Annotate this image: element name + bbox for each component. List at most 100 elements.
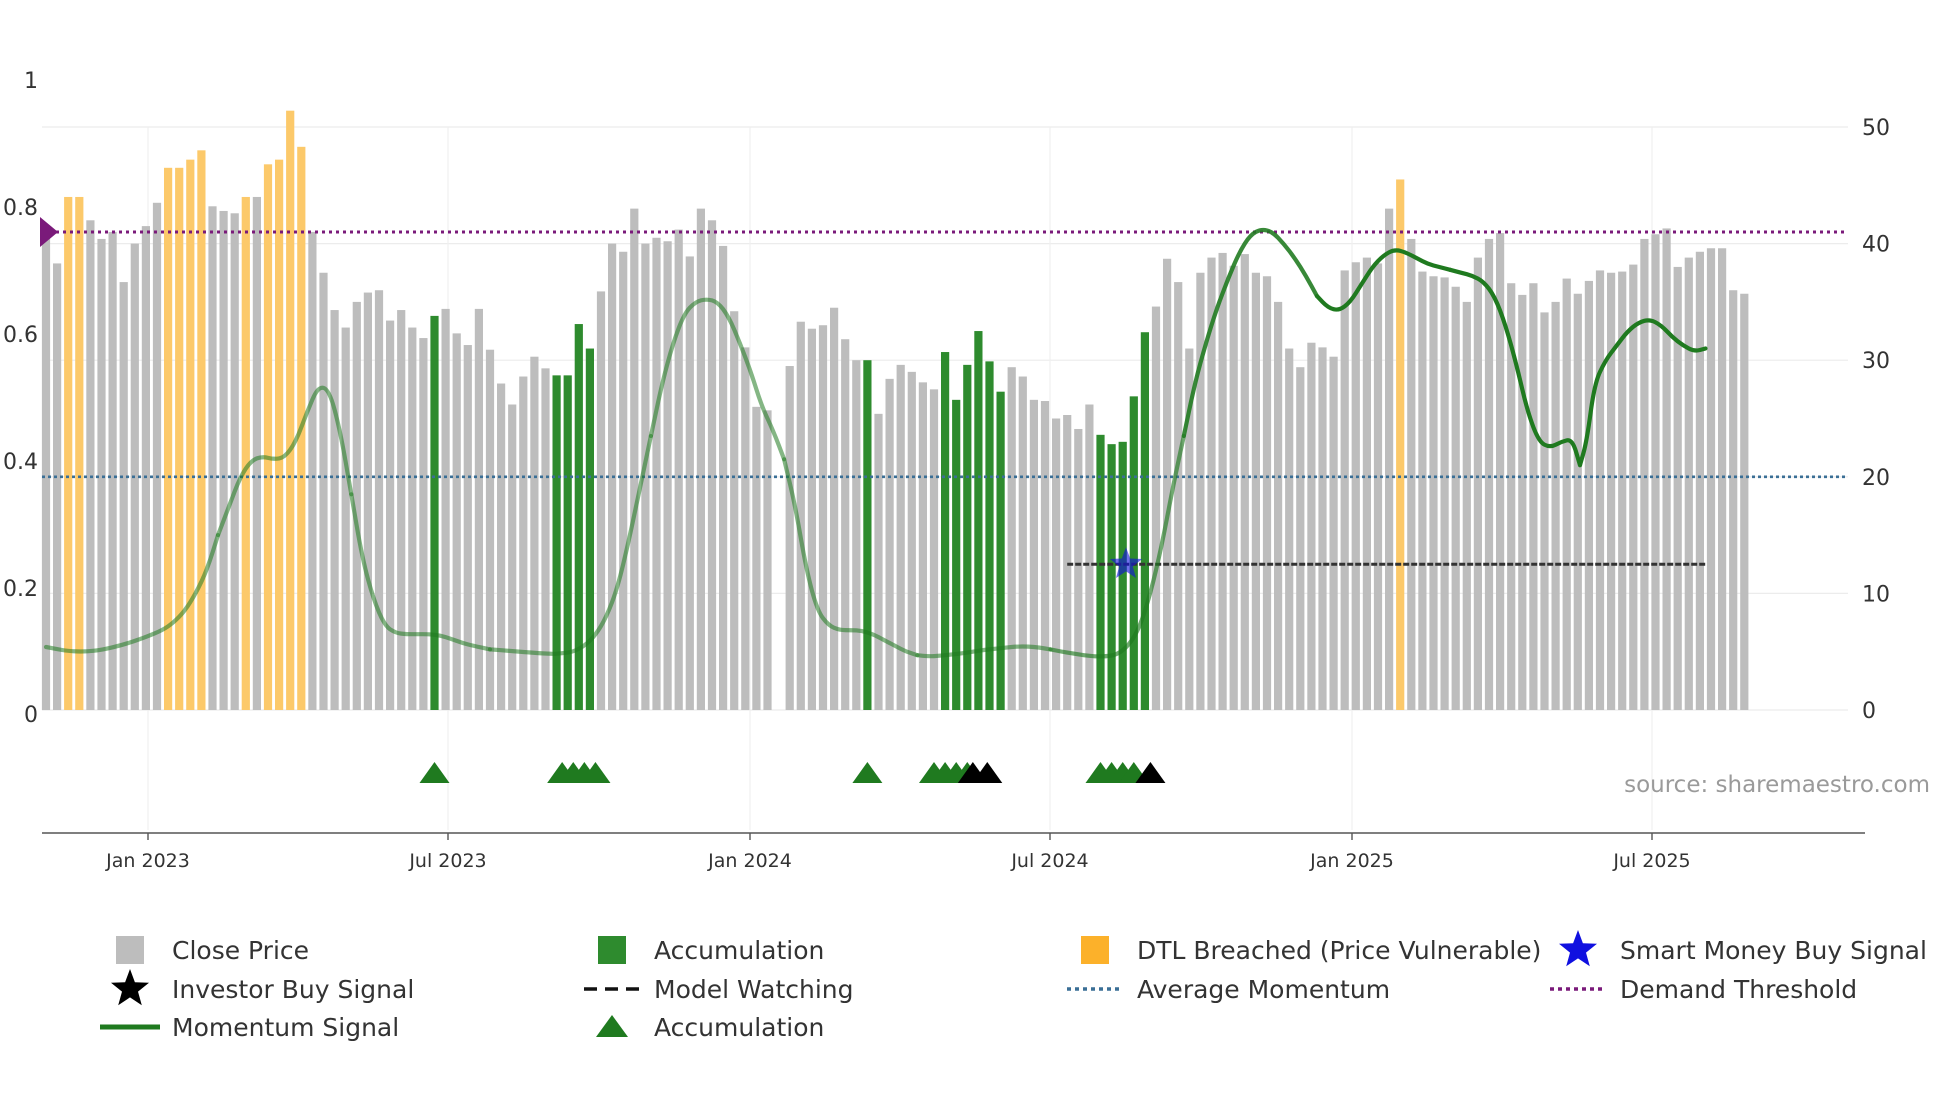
bar-close-price [1052,418,1061,710]
bar-close-price [1629,264,1638,710]
bar-close-price [1207,257,1216,710]
bar-close-price [1473,257,1482,710]
legend-triangle-icon [596,1015,628,1037]
bar-close-price [1185,348,1194,710]
bar-accumulation [996,391,1005,710]
bar-close-price [1607,272,1616,710]
legend-label: Accumulation [654,936,824,965]
bar-close-price [1174,282,1183,710]
bar-close-price [763,410,772,710]
bar-close-price [730,311,739,710]
legend-label: Momentum Signal [172,1013,399,1042]
bar-close-price [1540,312,1549,710]
bar-accumulation [952,399,961,710]
bar-close-price [1285,348,1294,710]
bar-close-price [252,196,261,710]
bar-close-price [1063,415,1072,710]
bar-close-price [1262,276,1272,710]
bar-close-price [1662,228,1671,710]
bar-close-price [1595,270,1605,710]
right-tick-label: 10 [1862,582,1890,607]
bar-close-price [1040,401,1050,710]
momentum-signal-line [349,492,493,652]
legend-label: Average Momentum [1137,975,1390,1004]
left-tick-label: 0 [24,703,38,728]
source-label: source: sharemaestro.com [1624,772,1930,798]
legend-item: Investor Buy Signal [111,969,414,1006]
bar-close-price [874,413,883,710]
bar-close-price [752,406,761,710]
investor-buy-triangle [972,762,1003,783]
bar-close-price [1029,399,1038,710]
bar-accumulation [1107,444,1116,710]
bar-close-price [1240,254,1249,710]
bar-close-price [452,333,461,710]
x-tick-label: Jul 2024 [1010,850,1088,872]
bar-close-price [386,320,395,710]
signal-markers [40,216,1166,783]
left-tick-label: 0.8 [3,196,38,221]
bar-dtl-breached-price-vulnerable [64,196,73,710]
momentum-signal-line [782,457,920,658]
bar-close-price [1074,428,1083,710]
momentum-signal-line [1577,318,1708,468]
bar-close-price [830,307,839,710]
bar-close-price [1163,258,1172,710]
bar-accumulation [1096,434,1105,710]
bar-close-price [363,292,372,710]
bar-close-price [1484,238,1494,710]
bar-close-price [86,220,95,710]
bar-close-price [1695,251,1704,710]
momentum-signal-line [1181,227,1320,439]
bar-close-price [319,272,328,710]
accumulation-triangle [580,762,611,783]
bar-close-price [1584,280,1593,710]
legend-label: Investor Buy Signal [172,975,414,1004]
bar-accumulation [563,375,572,710]
bar-close-price [1385,208,1394,710]
bar-dtl-breached-price-vulnerable [286,110,295,711]
bar-close-price [741,347,750,710]
bar-dtl-breached-price-vulnerable [241,196,250,710]
bar-dtl-breached-price-vulnerable [275,159,284,710]
x-tick-label: Jan 2024 [707,850,792,872]
bar-close-price [1296,367,1305,710]
left-tick-label: 1 [24,69,38,94]
bar-close-price [1318,347,1327,710]
legend-item: Smart Money Buy Signal [1559,930,1927,967]
x-tick-label: Jan 2023 [105,850,190,872]
bar-close-price [352,301,361,710]
bar-dtl-breached-price-vulnerable [164,167,173,710]
bar-accumulation [574,324,583,710]
bar-close-price [1307,342,1316,710]
bar-close-price [152,202,162,711]
momentum-signal-line [1314,248,1453,312]
demand-threshold-marker [40,216,58,247]
bar-close-price [1562,278,1571,710]
bar-close-price [1362,257,1371,710]
bar-close-price [519,376,528,710]
momentum-signal-line [43,533,221,654]
signal-lines [42,227,1848,659]
bar-close-price [1340,270,1349,710]
bar-dtl-breached-price-vulnerable [263,164,273,710]
legend-item: DTL Breached (Price Vulnerable) [1081,936,1541,965]
legend-swatch [116,936,144,964]
bar-close-price [707,220,717,710]
left-tick-label: 0.6 [3,323,38,348]
bar-accumulation [974,331,983,710]
bar-close-price [1018,376,1027,710]
bar-close-price [230,213,239,710]
bar-dtl-breached-price-vulnerable [75,196,84,710]
momentum-signal-line [648,297,787,462]
bar-close-price [1351,262,1360,710]
bar-close-price [474,308,483,710]
bar-close-price [885,378,894,710]
bar-accumulation [585,348,594,710]
bar-close-price [1451,286,1460,710]
bar-accumulation [1140,332,1149,710]
bar-close-price [1718,248,1727,710]
bar-close-price [41,237,51,710]
momentum-signal-line [1448,267,1583,468]
